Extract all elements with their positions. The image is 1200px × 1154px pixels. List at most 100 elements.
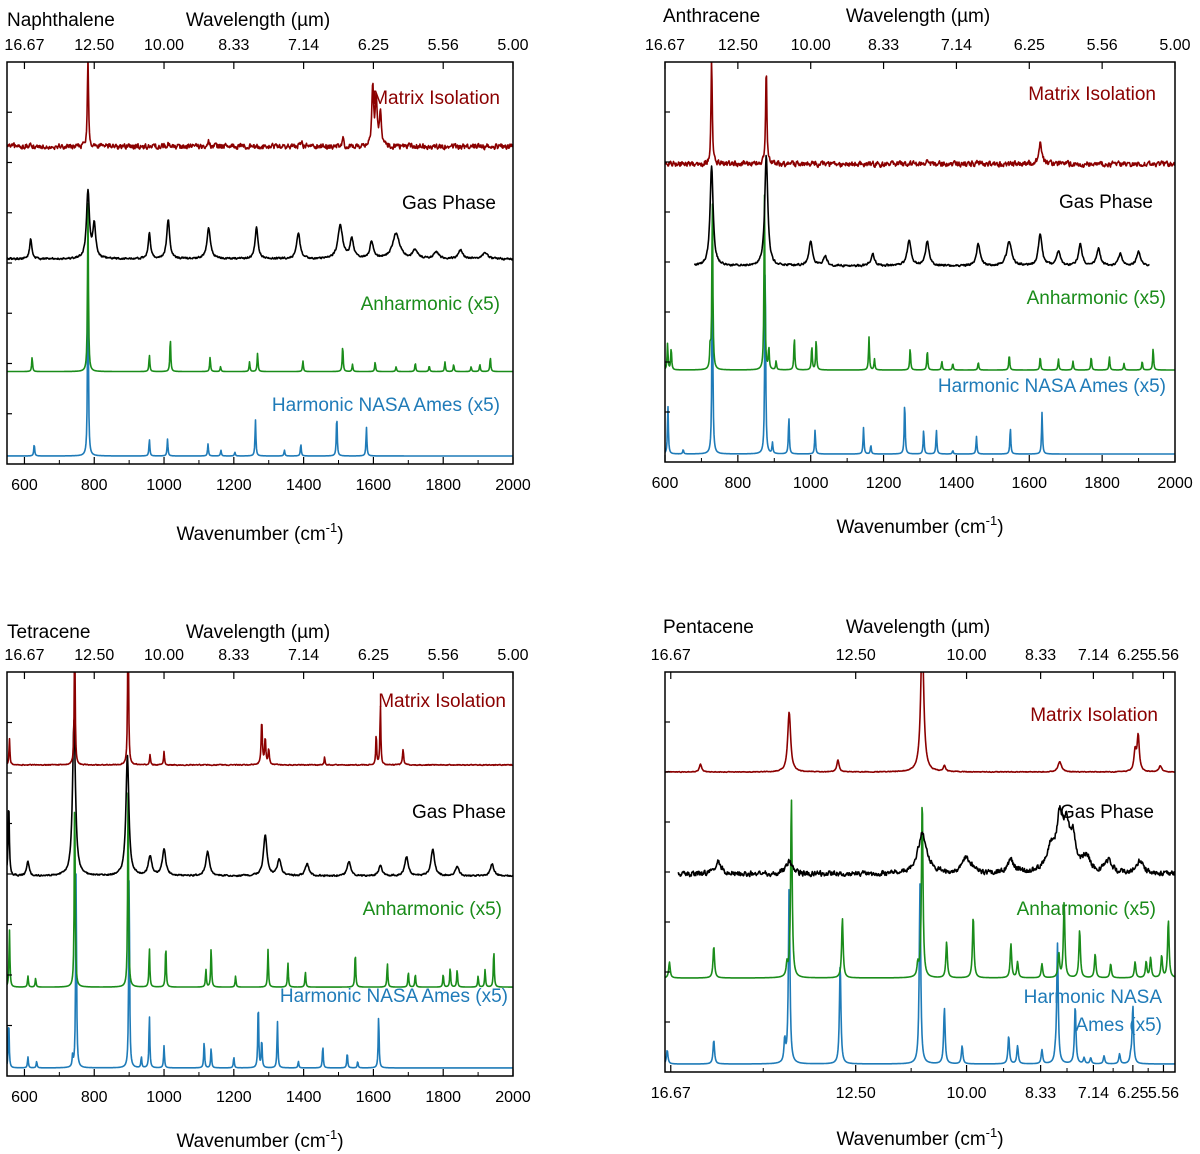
x-tick-label-top: 16.67 bbox=[651, 647, 691, 664]
x-tick-label-bottom: 10.00 bbox=[947, 1085, 987, 1102]
x-tick-label-bottom: 1400 bbox=[286, 1089, 322, 1106]
bottom-axis-label: Wavenumber (cm-1) bbox=[836, 513, 1003, 538]
x-tick-label-bottom: 600 bbox=[11, 1089, 38, 1106]
molecule-title: Naphthalene bbox=[7, 10, 115, 31]
bottom-axis-label: Wavenumber (cm-1) bbox=[836, 1125, 1003, 1150]
x-tick-label-top: 5.00 bbox=[1159, 37, 1190, 54]
series-label-anharmonic: Anharmonic (x5) bbox=[363, 899, 502, 920]
x-tick-label-top: 10.00 bbox=[947, 647, 987, 664]
x-tick-label-top: 6.25 bbox=[1014, 37, 1045, 54]
x-tick-label-top: 10.00 bbox=[791, 37, 831, 54]
x-tick-label-top: 16.67 bbox=[4, 647, 44, 664]
series-anharmonic bbox=[7, 202, 513, 373]
plot-area bbox=[7, 672, 513, 1069]
plot-frame bbox=[6, 671, 514, 1077]
x-tick-label-top: 5.56 bbox=[1087, 37, 1118, 54]
series-matrix bbox=[7, 672, 513, 767]
x-tick-label-top: 10.00 bbox=[144, 37, 184, 54]
series-anharmonic bbox=[7, 792, 513, 988]
plot-area bbox=[7, 62, 513, 457]
x-tick-label-top: 12.50 bbox=[836, 647, 876, 664]
x-tick-label-bottom: 1600 bbox=[356, 477, 392, 494]
top-axis-label: Wavelength (µm) bbox=[186, 10, 330, 31]
x-tick-label-top: 8.33 bbox=[1025, 647, 1056, 664]
series-label-harmonic: Harmonic NASA Ames (x5) bbox=[272, 395, 500, 416]
panel-tetracene: 600 800 1000 1200 1400 1600 1800 2000 16.67 12.50… bbox=[4, 622, 531, 1152]
series-label-matrix: Matrix Isolation bbox=[1028, 84, 1156, 105]
series-harmonic bbox=[665, 883, 1175, 1065]
x-tick-label-bottom: 2000 bbox=[495, 477, 531, 494]
bottom-axis-label: Wavenumber (cm-1) bbox=[176, 1127, 343, 1152]
series-gas bbox=[7, 719, 513, 878]
x-tick-label-bottom: 2000 bbox=[1157, 475, 1193, 492]
series-gas bbox=[677, 805, 1175, 878]
x-tick-label-bottom: 1000 bbox=[146, 1089, 182, 1106]
panel-naphthalene: 600 800 1000 1200 1400 1600 1800 2000 16.67 12.50… bbox=[4, 10, 530, 545]
series-harmonic bbox=[7, 263, 513, 457]
x-tick-label-top: 5.56 bbox=[1148, 647, 1179, 664]
x-tick-label-top: 7.14 bbox=[1078, 647, 1109, 664]
molecule-title: Tetracene bbox=[7, 622, 90, 643]
x-tick-label-bottom: 800 bbox=[725, 475, 752, 492]
x-tick-label-bottom: 1400 bbox=[286, 477, 322, 494]
x-tick-label-bottom: 1200 bbox=[866, 475, 902, 492]
series-matrix bbox=[7, 62, 513, 151]
x-tick-label-bottom: 2000 bbox=[495, 1089, 531, 1106]
x-tick-label-bottom: 12.50 bbox=[836, 1085, 876, 1102]
series-label-harmonic: Harmonic NASA Ames (x5) bbox=[1024, 987, 1163, 1036]
x-tick-label-bottom: 1400 bbox=[939, 475, 975, 492]
x-tick-label-bottom: 1800 bbox=[425, 477, 461, 494]
x-tick-label-bottom: 5.56 bbox=[1148, 1085, 1179, 1102]
series-label-gas: Gas Phase bbox=[1060, 802, 1154, 823]
series-label-matrix: Matrix Isolation bbox=[378, 691, 506, 712]
x-tick-label-top: 8.33 bbox=[218, 37, 249, 54]
x-tick-label-bottom: 16.67 bbox=[651, 1085, 691, 1102]
molecule-title: Pentacene bbox=[663, 617, 754, 638]
x-tick-label-top: 6.25 bbox=[1117, 647, 1148, 664]
x-tick-label-top: 5.00 bbox=[497, 37, 528, 54]
x-tick-label-bottom: 6.25 bbox=[1117, 1085, 1148, 1102]
series-gas bbox=[7, 188, 513, 261]
series-harmonic bbox=[665, 267, 1175, 455]
x-tick-label-top: 12.50 bbox=[74, 37, 114, 54]
series-harmonic bbox=[7, 873, 513, 1069]
series-matrix bbox=[665, 62, 1175, 169]
plot-area bbox=[665, 62, 1175, 455]
x-tick-label-top: 8.33 bbox=[868, 37, 899, 54]
top-axis-label: Wavelength (µm) bbox=[846, 6, 990, 27]
x-tick-label-top: 6.25 bbox=[358, 37, 389, 54]
series-label-harmonic: Harmonic NASA Ames (x5) bbox=[938, 376, 1166, 397]
x-tick-label-top: 6.25 bbox=[358, 647, 389, 664]
series-label-anharmonic: Anharmonic (x5) bbox=[1027, 288, 1166, 309]
x-tick-label-bottom: 600 bbox=[11, 477, 38, 494]
series-anharmonic bbox=[665, 799, 1175, 979]
x-tick-label-bottom: 1200 bbox=[216, 1089, 252, 1106]
plot-frame bbox=[664, 61, 1176, 463]
x-tick-label-top: 10.00 bbox=[144, 647, 184, 664]
x-tick-label-bottom: 1800 bbox=[1084, 475, 1120, 492]
x-tick-label-bottom: 1800 bbox=[425, 1089, 461, 1106]
x-tick-label-bottom: 1000 bbox=[793, 475, 829, 492]
x-tick-label-top: 8.33 bbox=[218, 647, 249, 664]
x-tick-label-top: 7.14 bbox=[941, 37, 972, 54]
series-label-gas: Gas Phase bbox=[412, 802, 506, 823]
bottom-axis-label: Wavenumber (cm-1) bbox=[176, 520, 343, 545]
molecule-title: Anthracene bbox=[663, 6, 760, 27]
x-tick-label-top: 16.67 bbox=[4, 37, 44, 54]
series-label-anharmonic: Anharmonic (x5) bbox=[361, 294, 500, 315]
x-tick-label-top: 5.00 bbox=[497, 647, 528, 664]
x-tick-label-top: 12.50 bbox=[74, 647, 114, 664]
series-anharmonic bbox=[665, 194, 1175, 371]
x-tick-label-top: 7.14 bbox=[288, 37, 319, 54]
x-tick-label-bottom: 600 bbox=[652, 475, 679, 492]
series-label-gas: Gas Phase bbox=[402, 193, 496, 214]
top-axis-label: Wavelength (µm) bbox=[846, 617, 990, 638]
x-tick-label-bottom: 1200 bbox=[216, 477, 252, 494]
series-gas bbox=[693, 154, 1150, 268]
series-label-gas: Gas Phase bbox=[1059, 192, 1153, 213]
plot-area bbox=[665, 672, 1175, 1065]
panel-anthracene: 600 800 1000 1200 1400 1600 1800 2000 16.67 12.50… bbox=[645, 6, 1193, 538]
x-tick-label-bottom: 1600 bbox=[1011, 475, 1047, 492]
